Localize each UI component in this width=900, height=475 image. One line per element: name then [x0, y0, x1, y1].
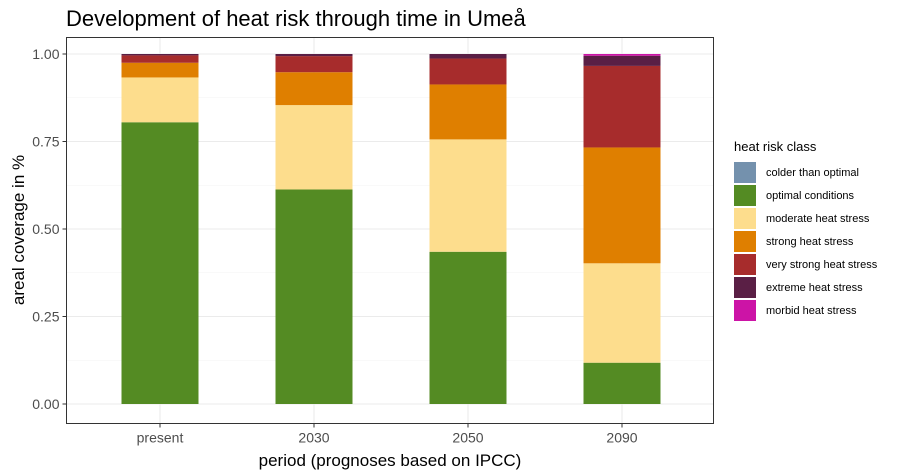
- bar-segment: [583, 362, 661, 404]
- legend-label: strong heat stress: [766, 235, 854, 248]
- y-tick-label: 0.75: [32, 134, 59, 150]
- bar-segment: [429, 139, 507, 252]
- legend-item: colder than optimal: [734, 161, 877, 184]
- bar-segment: [583, 54, 661, 56]
- legend-key: [734, 231, 756, 252]
- bar-segment: [121, 77, 199, 123]
- bar-segment: [121, 62, 199, 78]
- bar-segment: [275, 54, 353, 57]
- y-axis-ticks: 0.00 0.25 0.50 0.75 1.00: [32, 46, 67, 412]
- legend-items: colder than optimal optimal conditions mod…: [734, 161, 877, 322]
- legend-item: optimal conditions: [734, 184, 877, 207]
- y-tick-label: 1.00: [32, 46, 59, 62]
- bar-segment: [121, 54, 199, 56]
- bars-layer: [121, 54, 661, 404]
- x-axis-title: period (prognoses based on IPCC): [259, 451, 522, 470]
- bar-segment: [583, 65, 661, 148]
- legend-item: morbid heat stress: [734, 299, 877, 322]
- bar-segment: [429, 58, 507, 85]
- legend-key: [734, 162, 756, 183]
- y-tick-label: 0.50: [32, 221, 59, 237]
- bar-segment: [121, 55, 199, 63]
- y-tick-label: 0.25: [32, 309, 59, 325]
- bar-segment: [429, 84, 507, 140]
- chart-title: Development of heat risk through time in…: [66, 6, 526, 31]
- legend-item: extreme heat stress: [734, 276, 877, 299]
- legend-label: optimal conditions: [766, 189, 855, 202]
- legend-item: strong heat stress: [734, 230, 877, 253]
- bar-segment: [583, 263, 661, 363]
- legend-key: [734, 185, 756, 206]
- bar-segment: [275, 189, 353, 404]
- legend-title: heat risk class: [734, 139, 817, 154]
- legend-label: very strong heat stress: [766, 258, 878, 271]
- legend-label: colder than optimal: [766, 166, 859, 179]
- bar-segment: [429, 251, 507, 404]
- x-tick-label: 2050: [452, 430, 483, 446]
- x-tick-label: present: [137, 430, 184, 446]
- legend-item: very strong heat stress: [734, 253, 877, 276]
- bar-segment: [583, 55, 661, 66]
- legend: heat risk class colder than optimal optim…: [734, 139, 877, 322]
- bar-segment: [275, 105, 353, 190]
- legend-key: [734, 277, 756, 298]
- legend-label: extreme heat stress: [766, 281, 863, 294]
- legend-key: [734, 208, 756, 229]
- legend-item: moderate heat stress: [734, 207, 877, 230]
- plot-border: [66, 37, 714, 424]
- legend-label: morbid heat stress: [766, 304, 857, 317]
- legend-label: moderate heat stress: [766, 212, 870, 225]
- x-tick-label: 2030: [298, 430, 329, 446]
- bar-segment: [583, 147, 661, 264]
- x-tick-label: 2090: [606, 430, 637, 446]
- legend-key: [734, 300, 756, 321]
- bar-segment: [275, 72, 353, 106]
- bar-segment: [275, 56, 353, 73]
- y-tick-label: 0.00: [32, 396, 59, 412]
- bar-segment: [429, 54, 507, 59]
- bar-segment: [121, 122, 199, 404]
- y-axis-title: areal coverage in %: [9, 155, 28, 305]
- legend-key: [734, 254, 756, 275]
- x-axis-ticks: present 2030 2050 2090: [137, 423, 638, 446]
